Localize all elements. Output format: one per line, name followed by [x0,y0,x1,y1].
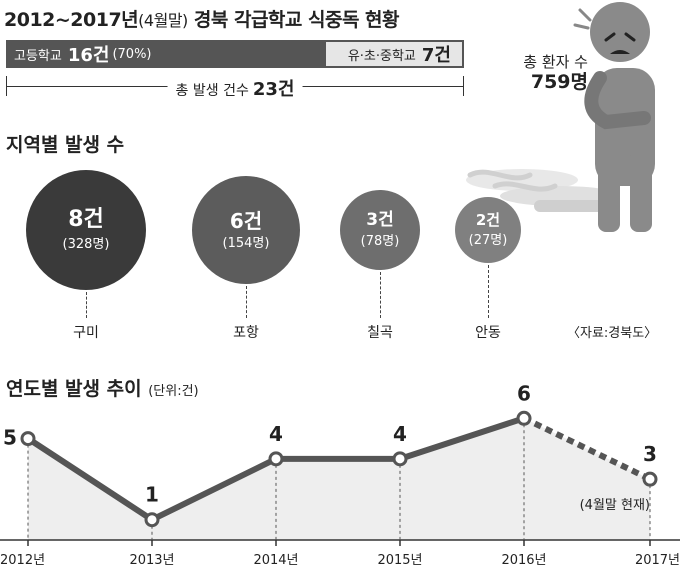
other-school-label: 유·초·중학교 [347,48,416,64]
region-case-count: 8건 [68,207,104,233]
high-school-percent: (70%) [112,46,152,62]
yearly-trend-chart: 2012년 2013년 2014년 2015년 2016년 2017년 5 1 4 4 6 3 (4월말… [0,381,680,568]
data-point [144,512,160,528]
high-school-label: 고등학교 [14,48,62,64]
x-tick-label: 2013년 [129,553,174,568]
total-patients-count: 759명 [530,71,588,93]
region-patient-count: (27명) [468,232,508,248]
x-tick-label: 2015년 [377,553,422,568]
region-leader-line [380,272,381,318]
last-point-note: (4월말 현재) [580,498,650,513]
total-patients-label: 총 환자 수 [523,53,588,71]
x-tick-label: 2012년 [0,553,45,568]
total-cases-text: 총 발생 건수 [175,83,249,99]
region-circle: 2건 (27명) [455,197,521,263]
x-tick-label: 2016년 [501,553,546,568]
total-cases-count: 23건 [252,79,295,100]
region-name: 칠곡 [367,325,393,341]
region-circle: 8건 (328명) [26,170,146,290]
sick-person-illustration [466,2,655,232]
data-label: 3 [643,442,657,466]
total-cases-label: 총 발생 건수 23건 [167,75,303,101]
person-figure [573,2,655,232]
other-school-segment: 유·초·중학교 7건 [324,40,464,68]
region-case-count: 6건 [229,208,263,233]
region-case-count: 2건 [475,211,501,230]
data-point [516,410,532,426]
region-circle: 3건 (78명) [340,190,420,270]
title-period: 2012~2017년 [4,9,139,31]
data-point [268,451,284,467]
data-label: 5 [3,426,17,450]
region-leader-line [488,265,489,318]
region-patient-count: (328명) [62,236,110,252]
region-leader-line [246,286,247,318]
trend-title-text: 연도별 발생 추이 [6,378,142,400]
school-share-bar: 고등학교 16건 (70%) 유·초·중학교 7건 [6,40,464,68]
data-source: 〈자료:경북도〉 [567,326,658,341]
data-point [392,451,408,467]
total-cases-bracket: 총 발생 건수 23건 [6,75,464,101]
data-label: 4 [393,422,407,446]
x-tick-label: 2014년 [253,553,298,568]
title-period-note: (4월말) [138,11,188,30]
data-point [642,471,658,487]
infographic-title: 2012~2017년(4월말) 경북 각급학교 식중독 현황 [4,5,400,32]
high-school-segment: 고등학교 16건 (70%) [6,40,324,68]
trend-section-title: 연도별 발생 추이 (단위:건) [6,374,199,401]
region-patient-count: (78명) [360,233,400,249]
x-tick-label: 2017년 [635,553,680,568]
other-school-count: 7건 [421,45,451,66]
regions-section-title: 지역별 발생 수 [6,134,125,156]
data-label: 4 [269,422,283,446]
high-school-count: 16건 [67,45,110,66]
region-leader-line [86,292,87,318]
trend-unit: (단위:건) [148,384,199,399]
total-patients: 총 환자 수 759명 [478,52,588,92]
data-point [20,431,36,447]
trend-area [28,418,650,540]
title-text: 경북 각급학교 식중독 현황 [187,9,400,31]
region-name: 구미 [73,325,99,341]
data-label: 6 [517,381,531,405]
region-name: 안동 [475,325,501,341]
region-patient-count: (154명) [222,235,270,251]
region-circle: 6건 (154명) [192,176,300,284]
data-label: 1 [145,483,159,507]
region-name: 포항 [233,325,259,341]
region-case-count: 3건 [366,210,394,231]
